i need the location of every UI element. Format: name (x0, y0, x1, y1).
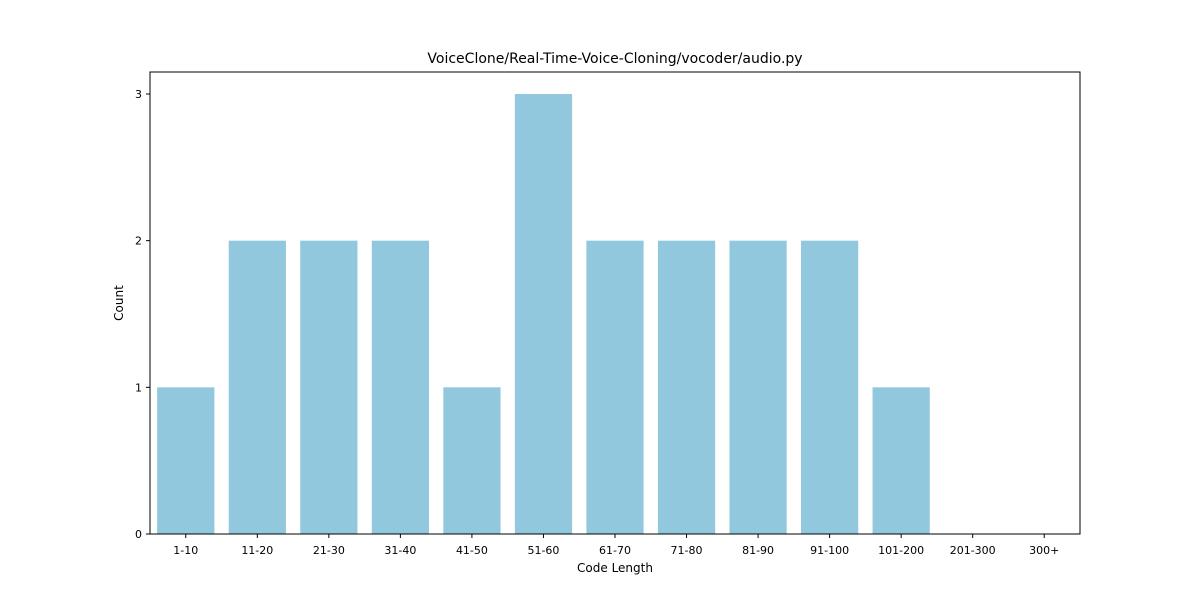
bars-layer (157, 94, 930, 534)
y-tick-label: 0 (135, 528, 142, 541)
y-tick-label: 2 (135, 235, 142, 248)
bar-1-10 (157, 387, 214, 534)
x-tick-label: 41-50 (456, 544, 488, 557)
x-tick-label: 31-40 (384, 544, 416, 557)
x-tick-label: 300+ (1029, 544, 1059, 557)
bar-21-30 (300, 241, 357, 534)
x-tick-label: 1-10 (173, 544, 198, 557)
bar-51-60 (515, 94, 572, 534)
x-tick-label: 91-100 (810, 544, 849, 557)
x-tick-label: 71-80 (671, 544, 703, 557)
bar-91-100 (801, 241, 858, 534)
bar-71-80 (658, 241, 715, 534)
x-tick-label: 51-60 (527, 544, 559, 557)
x-tick-label: 81-90 (742, 544, 774, 557)
bar-31-40 (372, 241, 429, 534)
x-tick-label: 201-300 (950, 544, 996, 557)
x-tick-label: 101-200 (878, 544, 924, 557)
x-tick-label: 61-70 (599, 544, 631, 557)
bar-81-90 (729, 241, 786, 534)
y-tick-label: 1 (135, 381, 142, 394)
y-axis: 0 1 2 3 (135, 88, 150, 541)
x-tick-label: 21-30 (313, 544, 345, 557)
y-axis-label: Count (112, 285, 126, 321)
x-axis: 1-10 11-20 21-30 31-40 41-50 51-60 61-70 71-80 8… (173, 534, 1059, 557)
chart-title: VoiceClone/Real-Time-Voice-Cloning/vocod… (427, 51, 802, 67)
bar-61-70 (586, 241, 643, 534)
bar-101-200 (873, 387, 930, 534)
y-tick-label: 3 (135, 88, 142, 101)
bar-41-50 (443, 387, 500, 534)
bar-11-20 (229, 241, 286, 534)
x-tick-label: 11-20 (241, 544, 273, 557)
x-axis-label: Code Length (577, 561, 653, 575)
